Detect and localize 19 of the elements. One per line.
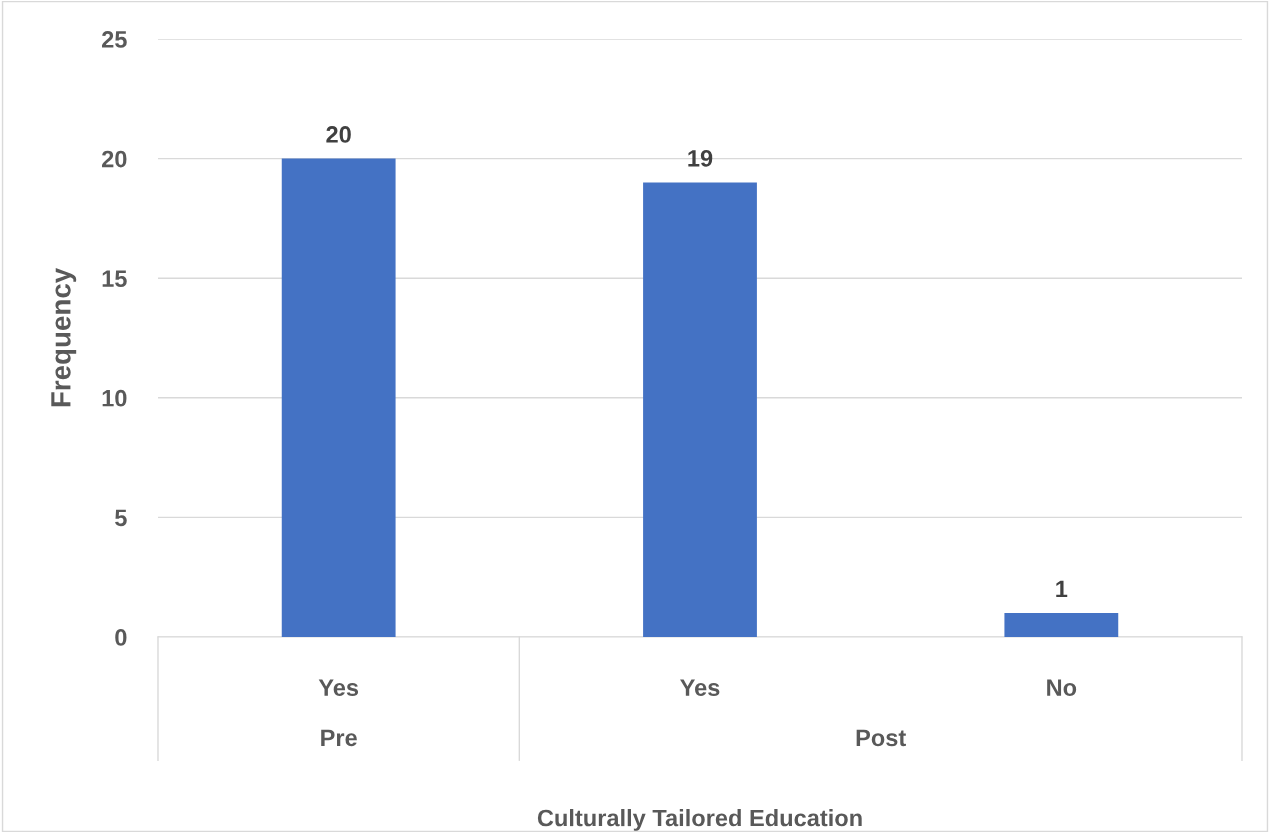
y-tick-label: 20 — [102, 150, 127, 168]
data-label: 20 — [326, 126, 351, 143]
y-tick-label: 5 — [115, 509, 127, 527]
text: Post — [856, 729, 906, 747]
x-tick-label: Yes — [680, 679, 720, 697]
data-label: 1 — [1056, 580, 1068, 598]
y-tick-label: 10 — [102, 389, 127, 407]
text: Pre — [321, 729, 357, 747]
y-tick-label: 15 — [102, 270, 127, 287]
x-axis-title: Culturally Tailored Education — [537, 809, 862, 832]
y-tick-label: 25 — [102, 31, 127, 48]
y-axis-title: Frequency — [51, 267, 77, 407]
x-tick-label: No — [1047, 679, 1077, 697]
x-tick-label: Yes — [318, 679, 359, 697]
bar — [1004, 613, 1119, 637]
bar — [643, 182, 757, 637]
y-tick-label: 0 — [115, 629, 127, 646]
bar — [281, 158, 396, 637]
data-label: 19 — [688, 150, 713, 167]
